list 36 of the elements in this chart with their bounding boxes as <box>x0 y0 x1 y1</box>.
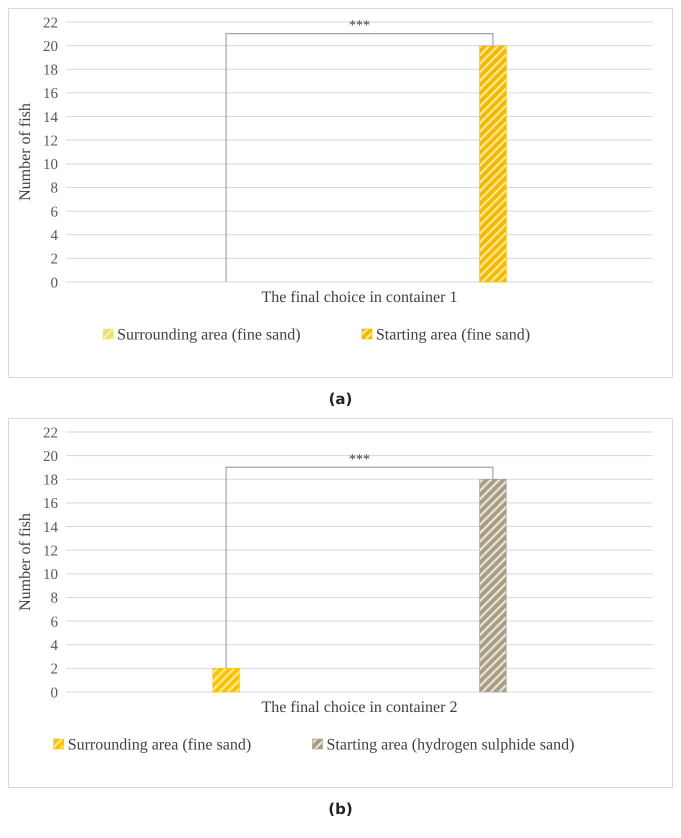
text: (b) <box>328 800 353 818</box>
y-tick-label: 12 <box>43 543 58 560</box>
y-tick-label: 6 <box>50 204 58 220</box>
y-tick-label: 2 <box>50 662 58 678</box>
y-tick-label: 18 <box>43 472 58 489</box>
y-tick-label: 4 <box>50 228 58 244</box>
y-tick-label: 2 <box>50 252 58 268</box>
x-tick-label: The final choice in container 1 <box>262 289 458 306</box>
y-tick-label: 0 <box>50 275 58 292</box>
y-tick-label: 0 <box>50 685 58 702</box>
y-tick-label: 10 <box>43 157 58 174</box>
y-axis-title: Number of fish <box>17 513 34 611</box>
legend-label: Starting area (hydrogen sulphide sand) <box>326 736 574 754</box>
y-tick-label: 12 <box>43 133 58 150</box>
y-tick-label: 14 <box>43 110 58 126</box>
annotation: *** <box>349 18 370 34</box>
y-tick-label: 10 <box>43 567 58 584</box>
y-tick-label: 20 <box>43 38 58 55</box>
y-tick-label: 14 <box>43 520 58 536</box>
annotation: *** <box>349 452 370 468</box>
y-tick-label: 16 <box>43 496 58 512</box>
y-tick-label: 8 <box>50 180 58 197</box>
y-tick-label: 20 <box>43 448 58 465</box>
legend-label: Surrounding area (fine sand) <box>68 736 252 754</box>
text: (a) <box>328 390 352 408</box>
x-tick-label: The final choice in container 2 <box>262 699 458 716</box>
legend-label: Starting area (fine sand) <box>376 326 530 344</box>
y-tick-label: 6 <box>50 614 58 630</box>
y-tick-label: 22 <box>43 425 58 442</box>
legend-label: Surrounding area (fine sand) <box>117 326 301 344</box>
y-tick-label: 16 <box>43 86 58 102</box>
y-axis-title: Number of fish <box>17 103 34 201</box>
y-tick-label: 22 <box>43 15 58 32</box>
y-tick-label: 8 <box>50 590 58 607</box>
y-tick-label: 18 <box>43 62 58 79</box>
y-tick-label: 4 <box>50 638 58 654</box>
